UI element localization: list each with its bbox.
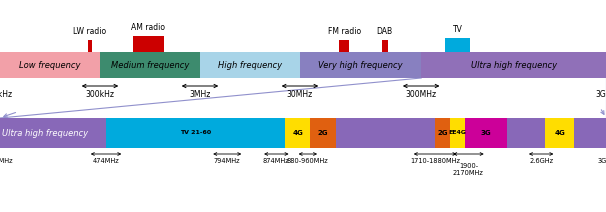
Text: TV: TV [453, 25, 462, 34]
Bar [87, 40, 92, 52]
Text: 3GHz: 3GHz [596, 90, 606, 99]
Text: 3GHz: 3GHz [597, 158, 606, 164]
Bar [445, 38, 470, 52]
Text: 300MHz: 300MHz [405, 90, 437, 99]
Text: 3MHz: 3MHz [189, 90, 211, 99]
Text: TV 21-60: TV 21-60 [180, 131, 211, 135]
Bar [465, 118, 507, 148]
Text: FM radio: FM radio [328, 27, 361, 36]
Text: Ultra high frequency: Ultra high frequency [470, 60, 557, 70]
Text: 474MHz: 474MHz [93, 158, 119, 164]
Text: DAB: DAB [377, 27, 393, 36]
Bar [300, 52, 421, 78]
Bar [200, 52, 300, 78]
Bar [450, 118, 465, 148]
Text: 1900-
2170MHz: 1900- 2170MHz [453, 163, 484, 176]
Bar [339, 40, 349, 52]
Bar [421, 52, 606, 78]
Bar [285, 118, 310, 148]
Text: 30MHz: 30MHz [287, 90, 313, 99]
Bar [382, 40, 388, 52]
Text: 4G: 4G [554, 130, 565, 136]
Bar [0, 118, 606, 148]
Bar [100, 52, 200, 78]
Bar [435, 118, 450, 148]
Text: 2G: 2G [438, 130, 448, 136]
Text: 30kHz: 30kHz [0, 90, 12, 99]
Bar [133, 36, 164, 52]
Text: Medium frequency: Medium frequency [111, 60, 189, 70]
Text: 794MHz: 794MHz [214, 158, 241, 164]
Text: 3G: 3G [481, 130, 491, 136]
Bar [310, 118, 336, 148]
Text: 2.6GHz: 2.6GHz [529, 158, 553, 164]
Bar [545, 118, 574, 148]
Text: 2G: 2G [318, 130, 328, 136]
Bar [0, 52, 100, 78]
Text: 300kHz: 300kHz [85, 90, 115, 99]
Text: 1710-1880MHz: 1710-1880MHz [410, 158, 460, 164]
Text: LW radio: LW radio [73, 27, 106, 36]
Text: AM radio: AM radio [132, 23, 165, 32]
Text: Ultra high frequency: Ultra high frequency [2, 128, 88, 138]
Text: 300MHz: 300MHz [0, 158, 13, 164]
Text: High frequency: High frequency [218, 60, 282, 70]
Text: 874MHz: 874MHz [263, 158, 290, 164]
Text: 880-960MHz: 880-960MHz [287, 158, 328, 164]
Text: EE4G: EE4G [449, 131, 467, 135]
Bar [106, 118, 285, 148]
Text: 4G: 4G [292, 130, 303, 136]
Text: Low frequency: Low frequency [19, 60, 81, 70]
Text: Very high frequency: Very high frequency [318, 60, 403, 70]
